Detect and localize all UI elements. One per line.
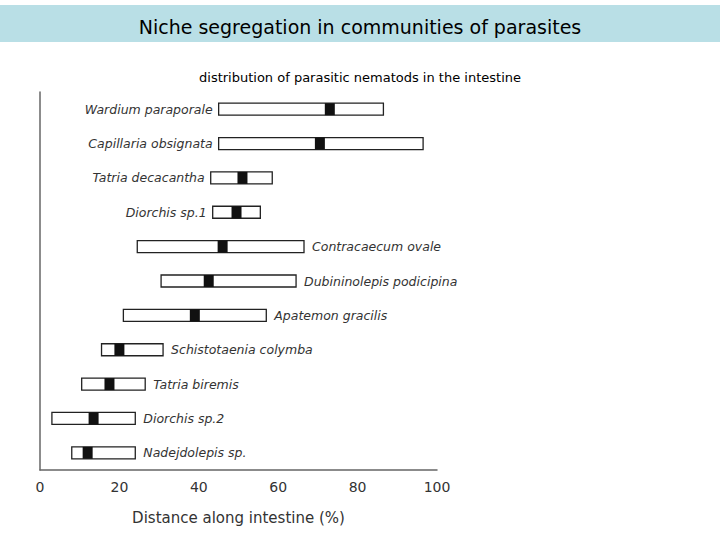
svg-text:Diorchis sp.2: Diorchis sp.2 (143, 411, 224, 426)
svg-text:Contracaecum ovale: Contracaecum ovale (312, 239, 441, 254)
svg-text:Dubininolepis podicipina: Dubininolepis podicipina (304, 274, 457, 289)
svg-text:20: 20 (110, 479, 128, 495)
svg-text:Niche segregation in communiti: Niche segregation in communities of para… (139, 16, 581, 38)
svg-text:Schistotaenia colymba: Schistotaenia colymba (171, 342, 313, 357)
svg-text:80: 80 (349, 479, 367, 495)
svg-text:Nadejdolepis sp.: Nadejdolepis sp. (143, 445, 246, 460)
svg-text:Wardium paraporale: Wardium paraporale (85, 102, 213, 117)
svg-text:Tatria decacantha: Tatria decacantha (92, 170, 204, 185)
svg-text:Apatemon gracilis: Apatemon gracilis (273, 308, 387, 323)
svg-text:Distance along intestine (%): Distance along intestine (%) (132, 509, 345, 527)
svg-text:60: 60 (269, 479, 287, 495)
svg-text:Diorchis sp.1: Diorchis sp.1 (126, 205, 207, 220)
svg-text:distribution of parasitic nema: distribution of parasitic nematods in th… (199, 70, 521, 85)
svg-text:100: 100 (424, 479, 451, 495)
svg-text:40: 40 (190, 479, 208, 495)
svg-text:Tatria biremis: Tatria biremis (153, 377, 239, 392)
svg-text:0: 0 (36, 479, 45, 495)
svg-text:Capillaria obsignata: Capillaria obsignata (88, 136, 212, 151)
